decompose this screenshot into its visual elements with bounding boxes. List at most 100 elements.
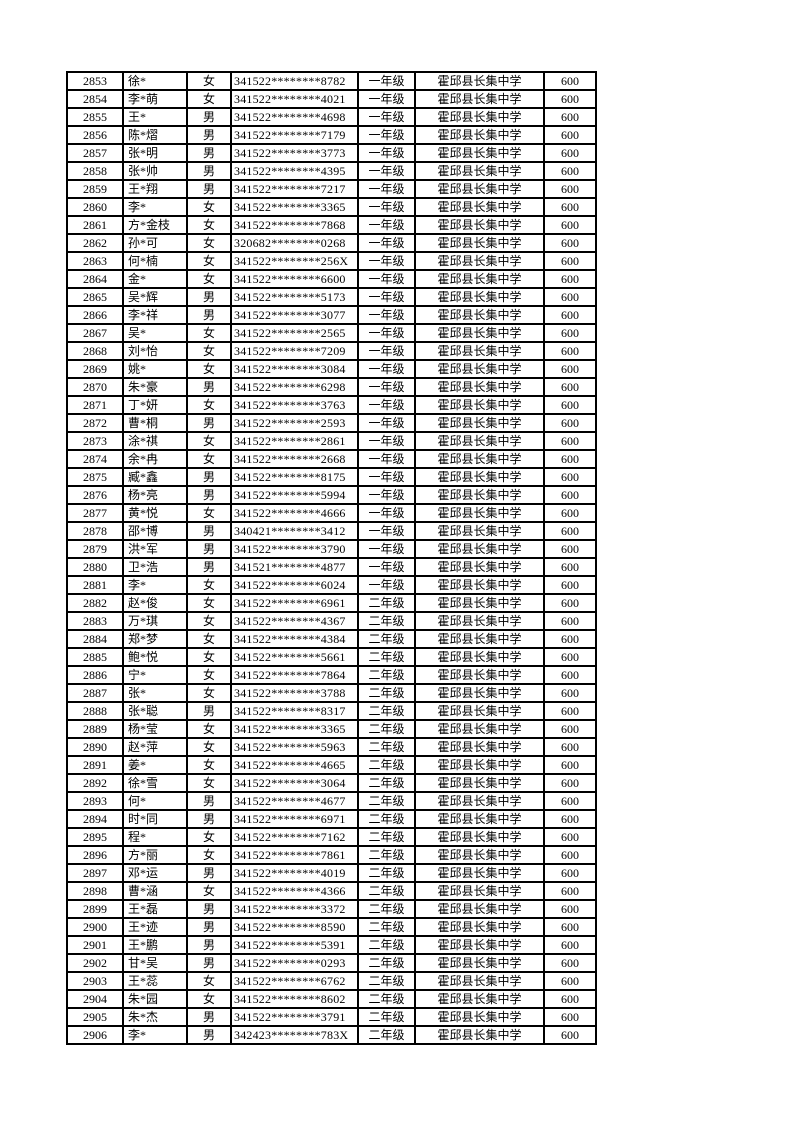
cell-grade: 二年级 <box>358 990 415 1008</box>
cell-grade: 二年级 <box>358 774 415 792</box>
cell-sequence-number: 2856 <box>67 126 123 144</box>
cell-amount: 600 <box>544 594 596 612</box>
student-roster-table: 2853 徐* 女 341522********8782 一年级 霍邱县长集中学 600 28… <box>66 71 597 1045</box>
cell-school: 霍邱县长集中学 <box>415 1026 544 1044</box>
cell-school: 霍邱县长集中学 <box>415 306 544 324</box>
cell-sequence-number: 2857 <box>67 144 123 162</box>
table-row: 2861 方*金枝女 341522********7868 一年级 霍邱县长集中学 600 <box>67 216 596 234</box>
table-row: 2902 甘*吴男 341522********0293 二年级 霍邱县长集中学 600 <box>67 954 596 972</box>
cell-gender: 男 <box>187 378 231 396</box>
cell-gender: 女 <box>187 252 231 270</box>
cell-masked-name: 洪*军 <box>123 540 187 558</box>
cell-sequence-number: 2896 <box>67 846 123 864</box>
cell-amount: 600 <box>544 630 596 648</box>
cell-amount: 600 <box>544 918 596 936</box>
cell-grade: 二年级 <box>358 1008 415 1026</box>
cell-masked-name: 方*丽 <box>123 846 187 864</box>
cell-grade: 一年级 <box>358 396 415 414</box>
cell-school: 霍邱县长集中学 <box>415 162 544 180</box>
cell-masked-id-number: 341522********6762 <box>231 972 358 990</box>
cell-masked-name: 曹*桐 <box>123 414 187 432</box>
cell-masked-name: 李* <box>123 1026 187 1044</box>
cell-masked-id-number: 341522********4677 <box>231 792 358 810</box>
cell-sequence-number: 2875 <box>67 468 123 486</box>
cell-grade: 二年级 <box>358 972 415 990</box>
cell-masked-id-number: 341522********6600 <box>231 270 358 288</box>
cell-masked-id-number: 341522********6961 <box>231 594 358 612</box>
table-row: 2869 姚* 女 341522********3084 一年级 霍邱县长集中学 600 <box>67 360 596 378</box>
cell-amount: 600 <box>544 846 596 864</box>
cell-gender: 男 <box>187 702 231 720</box>
cell-sequence-number: 2872 <box>67 414 123 432</box>
cell-amount: 600 <box>544 792 596 810</box>
cell-sequence-number: 2855 <box>67 108 123 126</box>
cell-amount: 600 <box>544 612 596 630</box>
cell-masked-id-number: 341522********4384 <box>231 630 358 648</box>
cell-masked-name: 张*帅 <box>123 162 187 180</box>
cell-school: 霍邱县长集中学 <box>415 612 544 630</box>
cell-masked-name: 姚* <box>123 360 187 378</box>
cell-masked-name: 李*萌 <box>123 90 187 108</box>
cell-school: 霍邱县长集中学 <box>415 216 544 234</box>
cell-school: 霍邱县长集中学 <box>415 990 544 1008</box>
table-row: 2854 李*萌女 341522********4021 一年级 霍邱县长集中学 600 <box>67 90 596 108</box>
cell-masked-name: 宁* <box>123 666 187 684</box>
cell-school: 霍邱县长集中学 <box>415 810 544 828</box>
cell-grade: 二年级 <box>358 648 415 666</box>
cell-amount: 600 <box>544 90 596 108</box>
cell-masked-id-number: 341522********3791 <box>231 1008 358 1026</box>
cell-school: 霍邱县长集中学 <box>415 72 544 90</box>
cell-school: 霍邱县长集中学 <box>415 558 544 576</box>
table-row: 2867 吴* 女 341522********2565 一年级 霍邱县长集中学 600 <box>67 324 596 342</box>
cell-sequence-number: 2899 <box>67 900 123 918</box>
cell-amount: 600 <box>544 72 596 90</box>
cell-masked-id-number: 341522********5391 <box>231 936 358 954</box>
cell-sequence-number: 2901 <box>67 936 123 954</box>
cell-masked-id-number: 341522********4395 <box>231 162 358 180</box>
table-row: 2892 徐*雪女 341522********3064 二年级 霍邱县长集中学 600 <box>67 774 596 792</box>
cell-amount: 600 <box>544 558 596 576</box>
cell-grade: 一年级 <box>358 504 415 522</box>
cell-sequence-number: 2898 <box>67 882 123 900</box>
cell-school: 霍邱县长集中学 <box>415 522 544 540</box>
cell-amount: 600 <box>544 738 596 756</box>
cell-sequence-number: 2894 <box>67 810 123 828</box>
cell-gender: 女 <box>187 198 231 216</box>
cell-school: 霍邱县长集中学 <box>415 792 544 810</box>
cell-grade: 二年级 <box>358 612 415 630</box>
cell-masked-name: 陈*熠 <box>123 126 187 144</box>
cell-grade: 二年级 <box>358 666 415 684</box>
cell-amount: 600 <box>544 414 596 432</box>
cell-sequence-number: 2874 <box>67 450 123 468</box>
cell-masked-id-number: 341522********2593 <box>231 414 358 432</box>
cell-amount: 600 <box>544 828 596 846</box>
cell-masked-name: 朱*园 <box>123 990 187 1008</box>
cell-school: 霍邱县长集中学 <box>415 144 544 162</box>
cell-grade: 二年级 <box>358 828 415 846</box>
cell-masked-name: 涂*祺 <box>123 432 187 450</box>
cell-school: 霍邱县长集中学 <box>415 756 544 774</box>
cell-amount: 600 <box>544 684 596 702</box>
cell-gender: 女 <box>187 342 231 360</box>
cell-masked-id-number: 341522********3365 <box>231 720 358 738</box>
cell-masked-id-number: 341522********3084 <box>231 360 358 378</box>
cell-school: 霍邱县长集中学 <box>415 126 544 144</box>
cell-grade: 一年级 <box>358 72 415 90</box>
cell-masked-name: 王* <box>123 108 187 126</box>
cell-gender: 女 <box>187 990 231 1008</box>
cell-masked-name: 曹*涵 <box>123 882 187 900</box>
table-row: 2868 刘*怡女 341522********7209 一年级 霍邱县长集中学 600 <box>67 342 596 360</box>
table-row: 2899 王*磊男 341522********3372 二年级 霍邱县长集中学 600 <box>67 900 596 918</box>
cell-sequence-number: 2870 <box>67 378 123 396</box>
cell-school: 霍邱县长集中学 <box>415 630 544 648</box>
cell-gender: 女 <box>187 270 231 288</box>
cell-school: 霍邱县长集中学 <box>415 702 544 720</box>
cell-amount: 600 <box>544 126 596 144</box>
cell-school: 霍邱县长集中学 <box>415 738 544 756</box>
cell-grade: 一年级 <box>358 162 415 180</box>
cell-sequence-number: 2905 <box>67 1008 123 1026</box>
cell-sequence-number: 2893 <box>67 792 123 810</box>
cell-masked-id-number: 341522********6024 <box>231 576 358 594</box>
cell-gender: 女 <box>187 90 231 108</box>
cell-masked-name: 鲍*悦 <box>123 648 187 666</box>
